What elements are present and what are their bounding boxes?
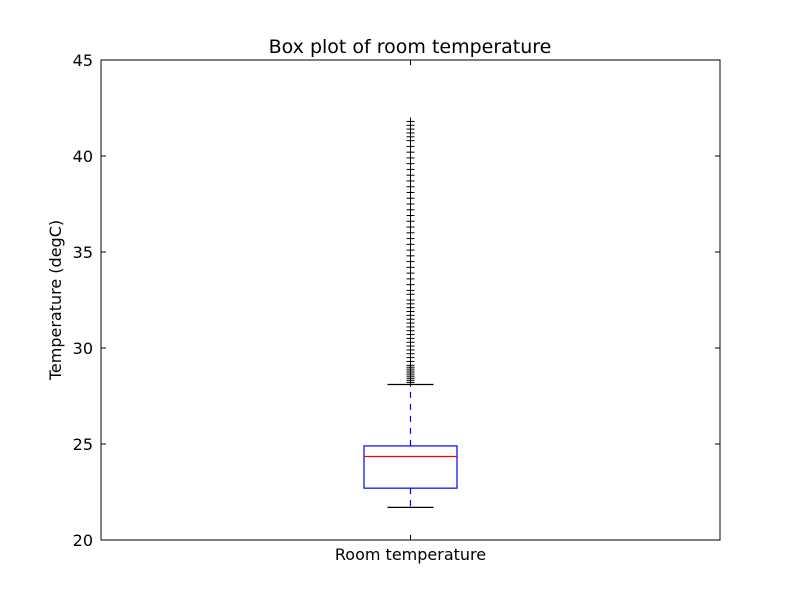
y-tick-label: 20 xyxy=(73,531,93,550)
x-tick-label: Room temperature xyxy=(335,545,486,564)
box-iqr xyxy=(363,445,458,489)
x-axis-ticks: Room temperature xyxy=(335,60,486,564)
y-axis-label: Temperature (degC) xyxy=(46,220,65,381)
outliers xyxy=(406,117,415,387)
plot-area xyxy=(100,59,721,541)
chart-title: Box plot of room temperature xyxy=(269,36,552,58)
outlier-point xyxy=(406,117,415,126)
y-tick-label: 40 xyxy=(73,147,93,166)
y-tick-label: 45 xyxy=(73,51,93,70)
y-tick-label: 30 xyxy=(73,339,93,358)
y-tick-label: 35 xyxy=(73,243,93,262)
y-axis-ticks: 20 25 30 35 40 45 xyxy=(73,51,720,550)
y-tick-label: 25 xyxy=(73,435,93,454)
